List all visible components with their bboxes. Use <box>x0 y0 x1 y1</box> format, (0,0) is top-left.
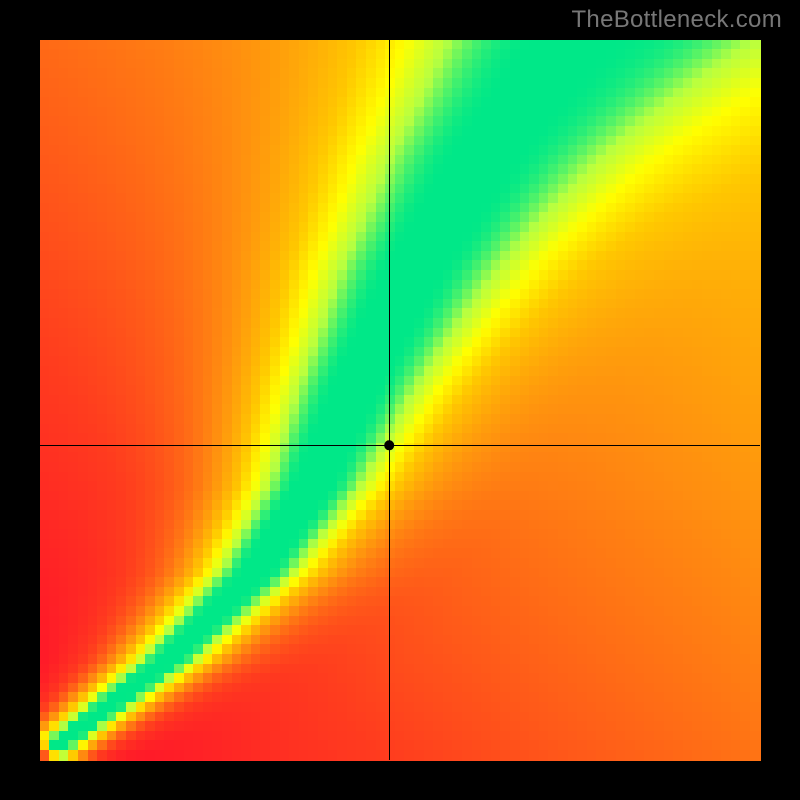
bottleneck-heatmap <box>0 0 800 800</box>
chart-root: TheBottleneck.com <box>0 0 800 800</box>
watermark-text: TheBottleneck.com <box>571 6 782 34</box>
